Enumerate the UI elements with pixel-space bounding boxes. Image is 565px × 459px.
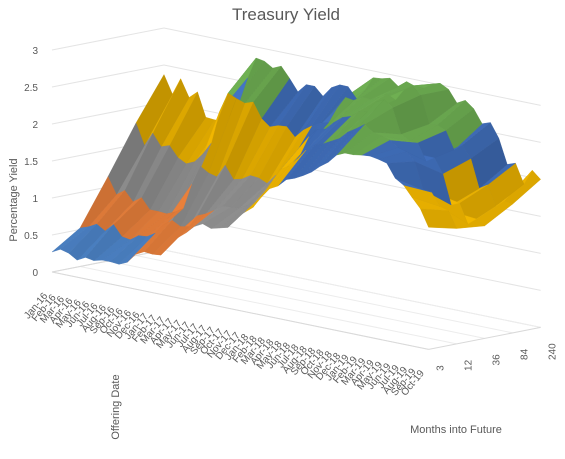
y-tick-label: 36 xyxy=(492,354,503,366)
floor-gridline xyxy=(107,260,485,339)
floor-edge xyxy=(51,271,429,350)
z-tick-label: 0 xyxy=(32,268,38,279)
z-tick-label: 1 xyxy=(32,194,38,205)
x-axis-title: Offering Date xyxy=(110,374,122,439)
floor-edge xyxy=(428,326,541,350)
floor-gridline xyxy=(135,255,513,334)
grid-layer xyxy=(51,27,541,350)
z-tick-label: 2 xyxy=(32,120,38,131)
z-tick-label: 3 xyxy=(32,46,38,57)
y-tick-label: 3 xyxy=(436,365,447,371)
floor-gridline xyxy=(163,249,541,328)
surface-cell xyxy=(51,226,90,253)
y-axis-title: Months into Future xyxy=(410,424,502,436)
y-tick-label: 240 xyxy=(548,343,559,360)
y-tick-label: 12 xyxy=(464,359,475,371)
surface-layer xyxy=(51,57,541,265)
y-tick-label: 84 xyxy=(520,348,531,360)
chart-title: Treasury Yield xyxy=(232,5,340,24)
side-gridline xyxy=(51,64,165,88)
side-gridline xyxy=(51,101,165,125)
side-gridline xyxy=(51,27,165,51)
z-axis-title: Percentage Yield xyxy=(8,158,20,241)
z-tick-label: 1.5 xyxy=(24,157,38,168)
z-tick-label: 0.5 xyxy=(24,231,38,242)
axis-labels-layer: 00.511.522.53Jan-16Feb-16Mar-16Apr-16May… xyxy=(8,46,559,440)
back-gridline xyxy=(163,27,541,106)
z-tick-label: 2.5 xyxy=(24,83,38,94)
floor-gridline xyxy=(79,266,457,345)
